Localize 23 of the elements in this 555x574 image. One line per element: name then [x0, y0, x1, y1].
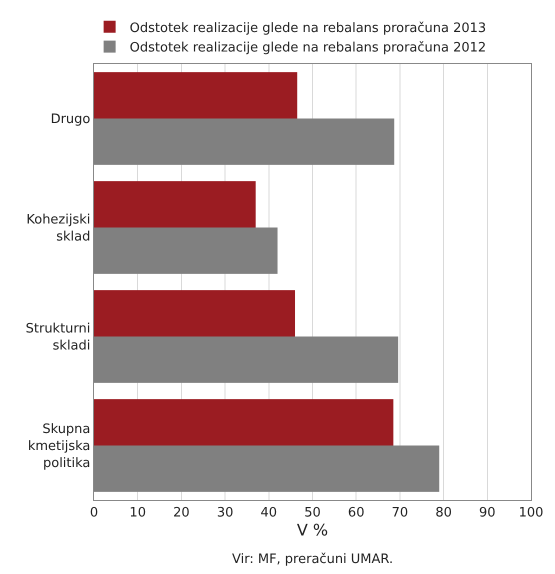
x-tick-label: 50	[304, 506, 321, 521]
bar	[94, 290, 296, 336]
x-tick-label: 100	[518, 506, 544, 521]
bar	[94, 181, 256, 228]
x-tick-label: 0	[90, 506, 98, 521]
y-tick-label: Strukturni skladi	[26, 322, 90, 354]
x-tick-label: 10	[129, 506, 146, 521]
y-tick-label: Kohezijski sklad	[26, 212, 90, 244]
x-tick-label: 80	[435, 506, 452, 521]
x-tick-label: 30	[216, 506, 234, 521]
legend-label: Odstotek realizacije glede na rebalans proračuna 2012	[130, 40, 486, 56]
x-tick-label: 90	[479, 506, 496, 521]
legend-label: Odstotek realizacije glede na rebalans proračuna 2013	[130, 20, 486, 36]
x-tick-label: 40	[260, 506, 278, 521]
text: Vir: MF, preračuni UMAR.	[232, 552, 394, 567]
x-tick-label: 60	[348, 506, 364, 521]
y-tick-label: Drugo	[50, 112, 90, 128]
bar	[94, 399, 394, 446]
x-tick-label: 20	[173, 506, 190, 521]
x-axis-title: V %	[296, 520, 328, 540]
bar	[94, 72, 298, 118]
x-tick-label: 70	[392, 506, 408, 521]
y-tick-label: Skupna kmetijska politika	[28, 422, 90, 471]
